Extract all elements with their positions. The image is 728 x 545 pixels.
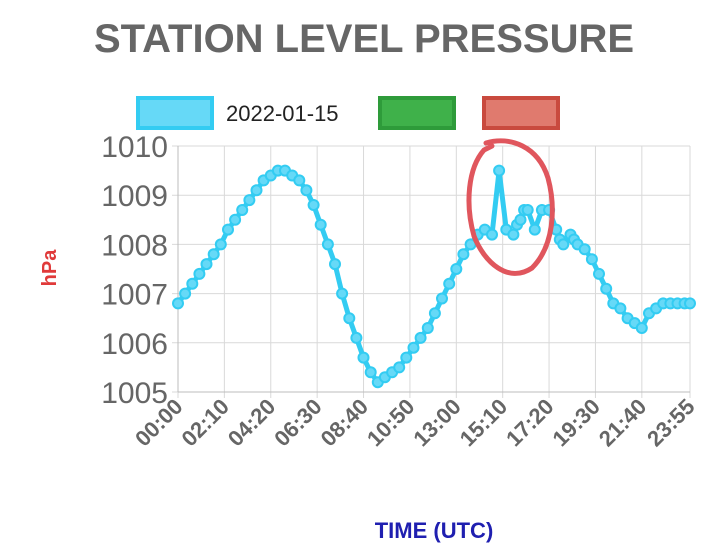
legend-swatch-red[interactable]: [482, 96, 560, 130]
y-tick-label: 1008: [101, 229, 168, 262]
data-point[interactable]: [557, 238, 570, 251]
y-tick-label: 1007: [101, 279, 168, 312]
x-tick-label: 19:30: [548, 394, 605, 451]
data-point[interactable]: [614, 302, 627, 315]
data-point[interactable]: [421, 322, 434, 334]
data-point[interactable]: [600, 282, 613, 295]
legend-label-series-1: 2022-01-15: [226, 101, 339, 126]
x-tick-label: 02:10: [176, 394, 233, 451]
x-tick-label: 08:40: [316, 394, 373, 451]
y-tick-label: 1010: [101, 131, 168, 164]
chart-title: STATION LEVEL PRESSURE: [94, 17, 634, 61]
y-axis-label: hPa: [39, 249, 61, 287]
data-point[interactable]: [493, 164, 506, 177]
data-point[interactable]: [450, 263, 463, 275]
legend: 2022-01-15: [136, 96, 560, 130]
data-point[interactable]: [229, 213, 242, 226]
data-point[interactable]: [186, 277, 199, 290]
data-point[interactable]: [314, 218, 327, 231]
data-point[interactable]: [293, 174, 306, 187]
x-tick-label: 04:20: [223, 394, 280, 451]
y-tick-label: 1006: [101, 328, 168, 361]
data-point[interactable]: [243, 194, 256, 207]
x-axis-ticks: 00:0002:1004:2006:3008:4010:5013:0015:10…: [130, 394, 699, 451]
x-axis-label: TIME (UTC): [375, 518, 494, 543]
data-point[interactable]: [593, 267, 605, 280]
x-tick-label: 21:40: [594, 394, 651, 451]
data-point[interactable]: [250, 184, 263, 197]
x-tick-label: 15:10: [455, 394, 512, 451]
x-tick-label: 13:00: [408, 394, 465, 451]
x-tick-label: 23:55: [642, 394, 699, 451]
data-point[interactable]: [436, 292, 448, 305]
x-tick-label: 17:20: [501, 394, 558, 451]
data-point[interactable]: [200, 258, 213, 271]
data-point[interactable]: [172, 297, 184, 310]
x-tick-label: 06:30: [269, 394, 326, 451]
data-point[interactable]: [407, 341, 420, 354]
data-point[interactable]: [336, 287, 349, 300]
data-point[interactable]: [307, 199, 320, 211]
data-point[interactable]: [457, 248, 470, 261]
data-point[interactable]: [428, 307, 441, 320]
x-tick-label: 10:50: [362, 394, 419, 451]
data-point[interactable]: [400, 351, 413, 364]
legend-swatch-green[interactable]: [378, 96, 456, 130]
data-point[interactable]: [207, 248, 220, 261]
data-point[interactable]: [300, 184, 313, 197]
data-point[interactable]: [635, 322, 648, 334]
data-point[interactable]: [179, 287, 192, 300]
data-point[interactable]: [514, 213, 527, 226]
data-point[interactable]: [357, 351, 370, 364]
data-point[interactable]: [193, 267, 206, 280]
data-point[interactable]: [507, 228, 520, 241]
y-axis-ticks: 1010 1009 1008 1007 1006 1005: [101, 131, 168, 410]
data-point[interactable]: [329, 258, 341, 271]
data-point[interactable]: [350, 331, 363, 344]
y-tick-label: 1009: [101, 180, 168, 213]
data-point[interactable]: [443, 277, 456, 290]
data-point[interactable]: [214, 238, 227, 251]
data-point[interactable]: [321, 238, 334, 251]
data-point[interactable]: [393, 361, 406, 374]
data-point[interactable]: [585, 253, 598, 266]
data-point[interactable]: [343, 312, 356, 325]
legend-swatch-series-1[interactable]: [136, 96, 214, 130]
data-point[interactable]: [521, 204, 534, 216]
y-tick-label: 1005: [101, 377, 168, 410]
data-point[interactable]: [578, 243, 591, 256]
data-point[interactable]: [486, 228, 498, 241]
data-point[interactable]: [684, 297, 696, 310]
spike-annotation-circle: [466, 138, 555, 276]
data-point[interactable]: [528, 223, 541, 236]
data-point[interactable]: [222, 223, 234, 236]
grid: [172, 145, 691, 398]
series-2022-01-15: [172, 164, 696, 389]
data-point[interactable]: [236, 204, 249, 216]
data-point[interactable]: [414, 331, 427, 344]
data-point[interactable]: [364, 366, 377, 379]
